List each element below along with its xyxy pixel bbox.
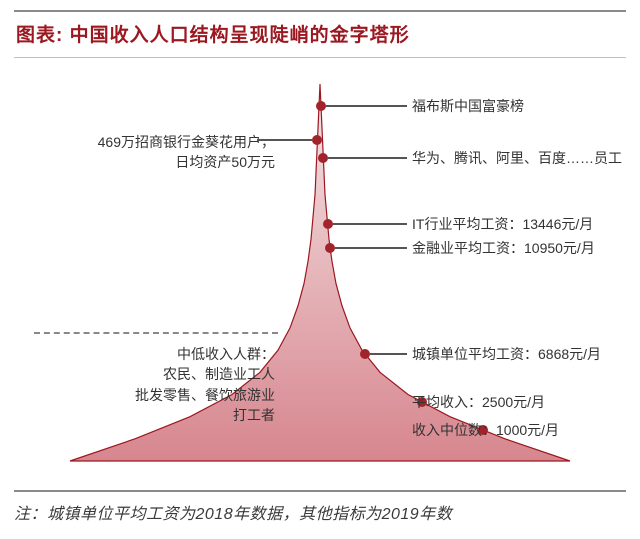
marker-right-1 (318, 153, 328, 163)
marker-right-2 (323, 219, 333, 229)
leader-right-1 (328, 157, 407, 159)
leader-right-0 (326, 105, 407, 107)
marker-left-0 (312, 135, 322, 145)
leader-left-0 (257, 139, 312, 141)
leader-right-2 (333, 223, 407, 225)
label-left-1: 中低收入人群：农民、制造业工人批发零售、餐饮旅游业打工者 (135, 344, 275, 425)
mid-low-divider (34, 332, 278, 334)
marker-right-0 (316, 101, 326, 111)
chart-title-bar: 图表: 中国收入人口结构呈现陡峭的金字塔形 (14, 10, 626, 58)
label-right-5: 平均收入：2500元/月 (412, 393, 545, 411)
label-right-2: IT行业平均工资：13446元/月 (412, 215, 593, 233)
label-right-3: 金融业平均工资：10950元/月 (412, 239, 595, 257)
leader-right-4 (370, 353, 407, 355)
chart-footnote: 注：城镇单位平均工资为2018年数据，其他指标为2019年数 (14, 490, 626, 524)
marker-right-4 (360, 349, 370, 359)
pyramid-plot: 福布斯中国富豪榜华为、腾讯、阿里、百度……员工 IT行业平均工资：13446元/月… (14, 66, 626, 486)
label-right-1: 华为、腾讯、阿里、百度……员工 (412, 149, 622, 167)
marker-right-3 (325, 243, 335, 253)
label-right-6: 收入中位数：1000元/月 (412, 421, 559, 439)
leader-right-3 (335, 247, 407, 249)
chart-title: 图表: 中国收入人口结构呈现陡峭的金字塔形 (16, 20, 624, 47)
label-right-4: 城镇单位平均工资：6868元/月 (412, 345, 601, 363)
label-right-0: 福布斯中国富豪榜 (412, 97, 524, 115)
label-left-0: 469万招商银行金葵花用户，日均资产50万元 (98, 132, 275, 173)
